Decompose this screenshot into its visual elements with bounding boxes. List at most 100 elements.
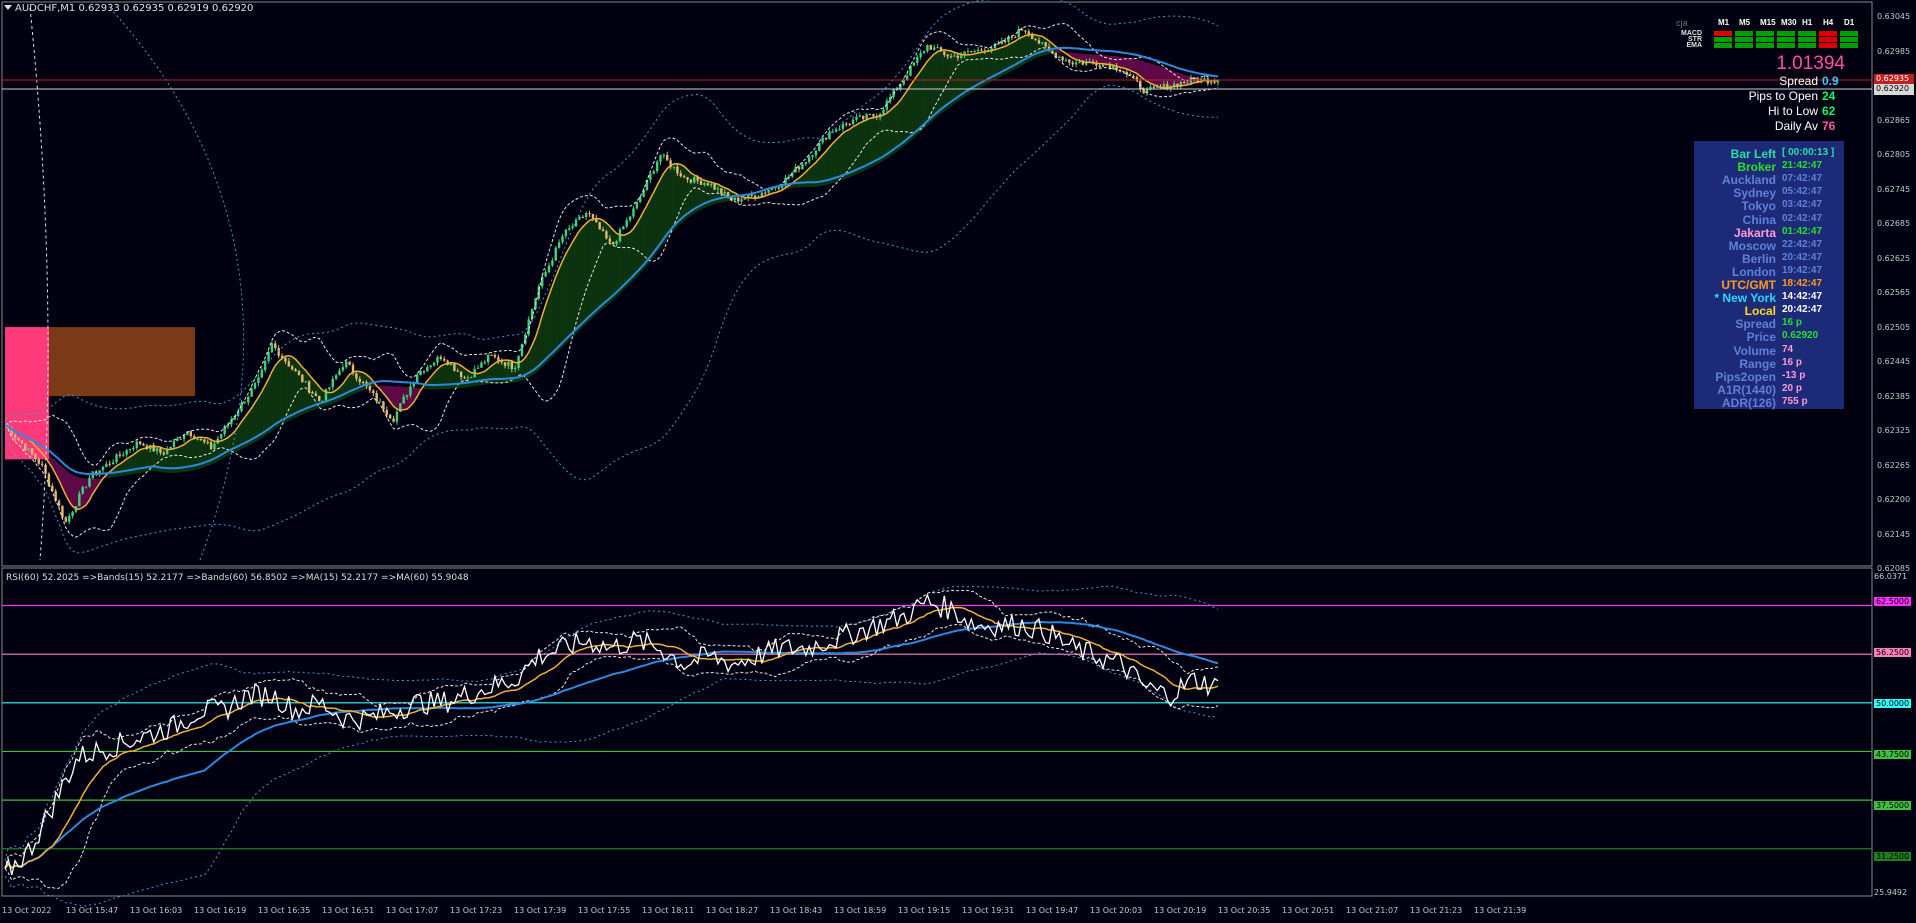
clock-row: Jakarta 01:42:47 [1694,226,1844,240]
mtf-timeframe-m1[interactable]: M1 [1718,18,1730,27]
ticker-key: Spread [1779,74,1818,88]
time-axis-label: 13 Oct 20:35 [1218,906,1271,915]
price-axis-label: 0.62685 [1877,219,1911,228]
mtf-signal-cell [1735,31,1753,36]
clock-row: China 02:42:47 [1694,213,1844,227]
clock-key: A1R(1440) [1717,382,1776,397]
rsi-axis-label: 37.5000 [1874,801,1912,810]
ticker-key: Daily Av [1774,119,1818,133]
clock-key: Broker [1737,160,1776,175]
clock-row: Berlin 20:42:47 [1694,251,1844,266]
mtf-signal-cell [1798,31,1816,36]
time-axis-label: 13 Oct 17:39 [514,906,567,915]
clock-row: ADR(126) 755 p [1694,395,1844,410]
price-axis-label: 0.62085 [1877,564,1911,573]
rsi-axis-label: 62.5000 [1874,597,1912,606]
clock-value: 03:42:47 [1782,199,1823,211]
time-axis-label: 13 Oct 19:31 [962,906,1015,915]
mtf-signal-cell [1777,43,1795,48]
mtf-timeframe-h1[interactable]: H1 [1802,18,1813,27]
price-axis-label: 0.62865 [1877,115,1911,125]
clock-key: ADR(126) [1721,395,1776,410]
clock-row: * New York 14:42:47 [1694,291,1844,305]
rsi-band-fast-upper [4,589,1219,869]
time-axis-label: 13 Oct 16:51 [322,906,375,915]
clock-key: Bar Left [1730,147,1776,161]
time-axis-label: 13 Oct 16:19 [194,906,247,915]
mtf-brand: cja [1676,18,1688,28]
clock-key: Auckland [1721,173,1776,188]
rsi-axis-label: 43.7500 [1874,750,1912,759]
clock-key: Berlin [1741,251,1776,266]
mtf-timeframe-d1[interactable]: D1 [1844,18,1855,27]
time-axis-label: 13 Oct 21:39 [1474,906,1527,915]
time-axis-label: 13 Oct 21:23 [1410,906,1463,915]
price-axis-label: 0.62265 [1877,460,1911,470]
clock-value: 16 p [1782,356,1803,368]
mtf-timeframe-h4[interactable]: H4 [1823,18,1834,27]
price-axis-label: 0.62745 [1877,184,1911,194]
price-axis-label: 0.62505 [1877,322,1911,332]
ticker-value: 62 [1822,104,1836,118]
clock-key: London [1732,264,1776,279]
price-tag-current: 0.62920 [1874,84,1914,95]
clock-key: Sydney [1733,186,1776,201]
clock-value: 16 p [1782,317,1803,329]
rsi-band-fast-lower [4,623,1219,890]
ticker-key: Pips to Open [1748,89,1818,103]
price-axis-label: 0.62325 [1877,426,1911,435]
mtf-signal-cell [1714,37,1732,42]
ticker-value: 0.9 [1822,74,1839,88]
mtf-signal-cell [1735,43,1753,48]
rsi-axis-label: 25.9492 [1874,888,1908,897]
mtf-signal-cell [1777,31,1795,36]
mtf-timeframe-m30[interactable]: M30 [1781,18,1797,27]
mtf-signal-cell [1819,37,1837,42]
ticker-key: Hi to Low [1767,104,1818,118]
mtf-signal-cell [1840,43,1858,48]
mtf-signal-cell [1756,37,1774,42]
mtf-signal-cell [1840,31,1858,36]
mtf-row-label: EMA [1686,42,1702,49]
price-axis-label: 0.62385 [1877,391,1911,401]
rsi-ma-fast [4,606,1219,869]
mtf-signal-cell [1840,37,1858,42]
price-arc-blue [109,7,245,561]
time-axis-label: 13 Oct 20:51 [1282,906,1335,915]
price-ma-slow [4,46,1219,476]
mtf-signal-cell [1819,43,1837,48]
clock-value: 22:42:47 [1782,238,1823,250]
mtf-timeframe-m15[interactable]: M15 [1760,18,1776,27]
clock-row: Broker 21:42:47 [1694,160,1844,175]
clock-row: Sydney 05:42:47 [1694,186,1844,201]
price-axis-label: 0.62145 [1877,529,1911,539]
ticker-row: Hi to Low 62 [1700,104,1850,119]
clock-row: Pips2open -13 p [1694,369,1844,384]
mtf-signal-cell [1819,31,1837,36]
price-arc-white [29,7,49,561]
chart-symbol-header[interactable]: AUDCHF,M1 0.62933 0.62935 0.62919 0.6292… [4,3,253,14]
time-axis-label: 13 Oct 19:47 [1026,906,1079,915]
time-axis-label: 13 Oct 18:43 [770,906,823,915]
clock-row: Price 0.62920 [1694,330,1844,345]
price-axis-label: 0.62200 [1877,495,1911,504]
ticker-price: 1.01394 [1776,53,1845,74]
time-axis-label: 13 Oct 16:03 [130,906,183,915]
clock-key: Pips2open [1715,369,1776,384]
time-axis-label: 13 Oct 21:07 [1346,906,1399,915]
price-ma-fast [4,33,1219,510]
clock-value: 0.62920 [1782,330,1819,342]
price-candles [7,26,1220,525]
clock-key: Price [1746,330,1776,345]
rsi-line [4,593,1219,875]
clock-row: Moscow 22:42:47 [1694,238,1844,253]
clock-key: Moscow [1728,238,1776,253]
ticker-row: Daily Av 76 [1700,119,1850,134]
time-axis-label: 13 Oct 2022 [2,906,52,915]
price-cloud [5,34,1218,510]
chart-menu-caret-icon[interactable] [4,5,12,10]
price-axis-label: 0.62565 [1877,288,1911,297]
mtf-signal-cell [1777,37,1795,42]
mtf-timeframe-m5[interactable]: M5 [1739,18,1751,27]
